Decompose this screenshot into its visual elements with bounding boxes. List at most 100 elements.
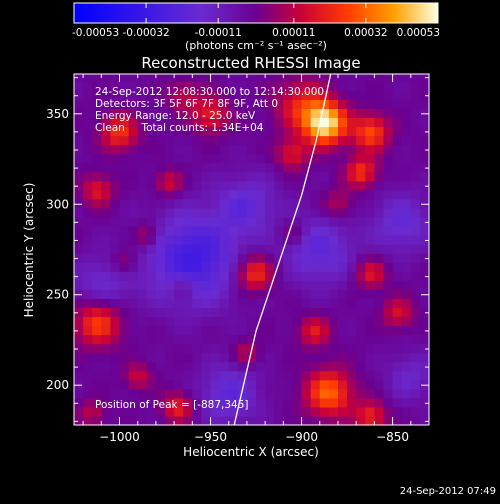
heatmap-pixel [319, 189, 330, 200]
heatmap-pixel [155, 253, 166, 263]
heatmap-pixel [310, 415, 321, 425]
heatmap-pixel [165, 271, 175, 281]
heatmap-pixel [110, 271, 121, 281]
heatmap-pixel [228, 361, 239, 372]
heatmap-pixel [119, 271, 130, 281]
heatmap-pixel [83, 325, 93, 336]
heatmap-pixel [337, 81, 348, 91]
colorbar-tick-label: 0.00053 [397, 27, 440, 39]
heatmap-pixel [101, 207, 112, 218]
heatmap-pixel [365, 207, 375, 218]
heatmap-pixel [265, 135, 275, 146]
heatmap-pixel [155, 198, 166, 209]
heatmap-pixel [356, 316, 366, 327]
heatmap-pixel [101, 162, 112, 173]
heatmap-pixel [128, 126, 139, 137]
heatmap-pixel [210, 198, 221, 209]
heatmap-pixel [83, 162, 93, 173]
heatmap-pixel [210, 180, 221, 191]
heatmap-pixel [265, 108, 275, 119]
heatmap-pixel [155, 352, 166, 363]
heatmap-pixel [92, 334, 102, 345]
heatmap-pixel [356, 271, 366, 281]
heatmap-pixel [365, 262, 375, 272]
heatmap-pixel [110, 334, 121, 345]
heatmap-pixel [328, 235, 339, 245]
heatmap-pixel [174, 307, 184, 318]
heatmap-pixel [146, 325, 157, 336]
heatmap-pixel [410, 99, 421, 109]
heatmap-pixel [274, 90, 284, 100]
heatmap-pixel [219, 298, 230, 308]
heatmap-pixel [174, 370, 184, 381]
heatmap-pixel [83, 235, 93, 245]
heatmap-pixel [419, 388, 429, 399]
heatmap-pixel [383, 316, 394, 327]
heatmap-pixel [274, 289, 284, 299]
heatmap-pixel [256, 153, 266, 164]
heatmap-pixel [92, 271, 102, 281]
heatmap-pixel [192, 289, 203, 299]
heatmap-pixel [201, 126, 212, 137]
heatmap-pixel [83, 225, 93, 236]
heatmap-pixel [119, 262, 130, 272]
heatmap-pixel [74, 225, 84, 236]
heatmap-pixel [365, 180, 375, 191]
heatmap-pixel [374, 189, 385, 200]
heatmap-pixel [274, 253, 284, 263]
heatmap-pixel [383, 379, 394, 390]
heatmap-pixel [319, 397, 330, 408]
heatmap-pixel [119, 361, 130, 372]
heatmap-pixel [319, 298, 330, 308]
heatmap-pixel [174, 99, 184, 109]
heatmap-pixel [419, 307, 429, 318]
heatmap-pixel [183, 415, 193, 425]
heatmap-pixel [155, 280, 166, 290]
heatmap-pixel [419, 352, 429, 363]
heatmap-pixel [119, 90, 130, 100]
heatmap-pixel [83, 108, 93, 119]
heatmap-pixel [237, 207, 248, 218]
heatmap-pixel [383, 117, 394, 128]
heatmap-pixel [374, 415, 385, 425]
heatmap-pixel [137, 74, 148, 82]
heatmap-pixel [392, 126, 403, 137]
heatmap-pixel [210, 153, 221, 164]
heatmap-pixel [392, 135, 403, 146]
heatmap-pixel [274, 415, 284, 425]
heatmap-pixel [319, 207, 330, 218]
heatmap-pixel [183, 253, 193, 263]
heatmap-pixel [319, 90, 330, 100]
heatmap-pixel [192, 343, 203, 354]
heatmap-pixel [92, 397, 102, 408]
heatmap-pixel [83, 244, 93, 254]
heatmap-pixel [383, 189, 394, 200]
heatmap-pixel [128, 415, 139, 425]
heatmap-pixel [165, 325, 175, 336]
heatmap-pixel [292, 289, 303, 299]
heatmap-pixel [246, 352, 257, 363]
heatmap-pixel [401, 180, 412, 191]
heatmap-pixel [119, 325, 130, 336]
heatmap-pixel [365, 74, 375, 82]
heatmap-pixel [419, 370, 429, 381]
heatmap-pixel [228, 117, 239, 128]
heatmap-pixel [101, 99, 112, 109]
peak-position-label: Position of Peak = [-887,345] [95, 399, 249, 411]
heatmap-pixel [237, 216, 248, 227]
heatmap-pixel [410, 280, 421, 290]
heatmap-pixel [310, 244, 321, 254]
heatmap-pixel [146, 189, 157, 200]
heatmap-pixel [246, 180, 257, 191]
heatmap-pixel [201, 81, 212, 91]
heatmap-pixel [337, 74, 348, 82]
heatmap-pixel [192, 216, 203, 227]
heatmap-pixel [74, 388, 84, 399]
heatmap-pixel [337, 280, 348, 290]
heatmap-pixel [347, 352, 357, 363]
heatmap-pixel [319, 126, 330, 137]
heatmap-pixel [246, 415, 257, 425]
heatmap-pixel [365, 325, 375, 336]
heatmap-pixel [146, 244, 157, 254]
heatmap-pixel [110, 262, 121, 272]
